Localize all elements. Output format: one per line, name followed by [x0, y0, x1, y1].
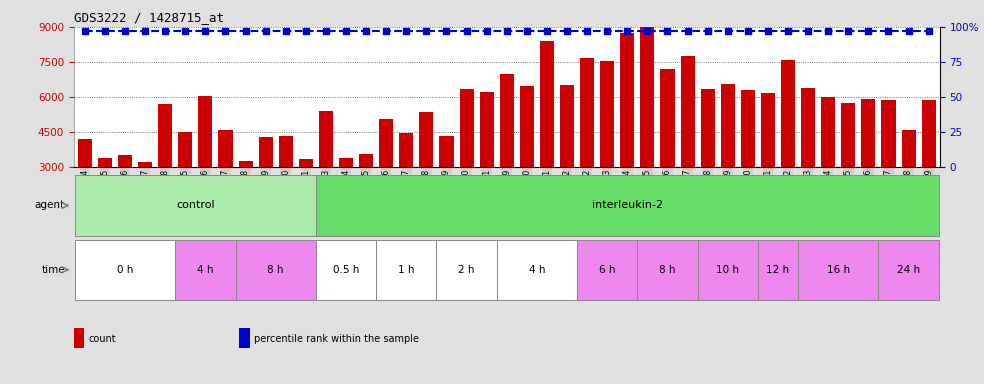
Bar [118, 156, 132, 167]
Bar [75, 175, 316, 236]
Bar [922, 101, 936, 167]
Text: 8 h: 8 h [268, 265, 284, 275]
Bar [316, 175, 939, 236]
Bar [235, 240, 316, 300]
Text: percentile rank within the sample: percentile rank within the sample [254, 334, 419, 344]
Text: 2 h: 2 h [459, 265, 475, 275]
Bar [761, 93, 775, 167]
Bar [701, 89, 714, 167]
Text: 0.5 h: 0.5 h [333, 265, 359, 275]
Bar [540, 41, 554, 167]
Text: 16 h: 16 h [827, 265, 850, 275]
Bar [175, 240, 235, 300]
Bar [758, 240, 798, 300]
Bar [419, 112, 433, 167]
Bar [781, 60, 795, 167]
Text: 0 h: 0 h [117, 265, 133, 275]
Text: 10 h: 10 h [716, 265, 739, 275]
Text: 6 h: 6 h [599, 265, 615, 275]
Text: 8 h: 8 h [659, 265, 676, 275]
Text: 24 h: 24 h [897, 265, 920, 275]
Bar [638, 240, 698, 300]
Text: 4 h: 4 h [197, 265, 214, 275]
Bar [641, 26, 654, 167]
Bar [660, 69, 674, 167]
Text: 4 h: 4 h [528, 265, 545, 275]
Bar [901, 130, 915, 167]
Bar [75, 240, 175, 300]
Bar [238, 161, 253, 167]
Bar [359, 154, 373, 167]
Bar [78, 139, 92, 167]
Text: time: time [41, 265, 65, 275]
Bar [74, 328, 85, 349]
Bar [319, 111, 333, 167]
Bar [460, 89, 473, 167]
Bar [158, 104, 172, 167]
Bar [698, 240, 758, 300]
Bar [239, 328, 250, 349]
Bar [822, 97, 835, 167]
Bar [801, 88, 815, 167]
Text: control: control [176, 200, 215, 210]
Bar [316, 240, 376, 300]
Bar [376, 240, 437, 300]
Bar [259, 137, 273, 167]
Bar [577, 240, 638, 300]
Bar [861, 99, 876, 167]
Text: interleukin-2: interleukin-2 [591, 200, 663, 210]
Text: 12 h: 12 h [767, 265, 789, 275]
Bar [620, 33, 635, 167]
Bar [199, 96, 213, 167]
Bar [379, 119, 394, 167]
Bar [560, 85, 574, 167]
Bar [218, 130, 232, 167]
Bar [440, 136, 454, 167]
Bar [841, 103, 855, 167]
Bar [720, 84, 735, 167]
Text: 1 h: 1 h [399, 265, 414, 275]
Bar [798, 240, 879, 300]
Text: GDS3222 / 1428715_at: GDS3222 / 1428715_at [74, 11, 223, 24]
Bar [520, 86, 534, 167]
Bar [581, 58, 594, 167]
Bar [299, 159, 313, 167]
Bar [178, 132, 192, 167]
Bar [882, 101, 895, 167]
Bar [500, 74, 514, 167]
Bar [497, 240, 577, 300]
Bar [339, 158, 353, 167]
Bar [879, 240, 939, 300]
Bar [479, 92, 494, 167]
Bar [138, 162, 153, 167]
Bar [98, 158, 112, 167]
Bar [278, 136, 293, 167]
Bar [437, 240, 497, 300]
Bar [600, 61, 614, 167]
Text: agent: agent [34, 200, 65, 210]
Bar [741, 90, 755, 167]
Bar [681, 56, 695, 167]
Bar [400, 133, 413, 167]
Text: count: count [89, 334, 116, 344]
